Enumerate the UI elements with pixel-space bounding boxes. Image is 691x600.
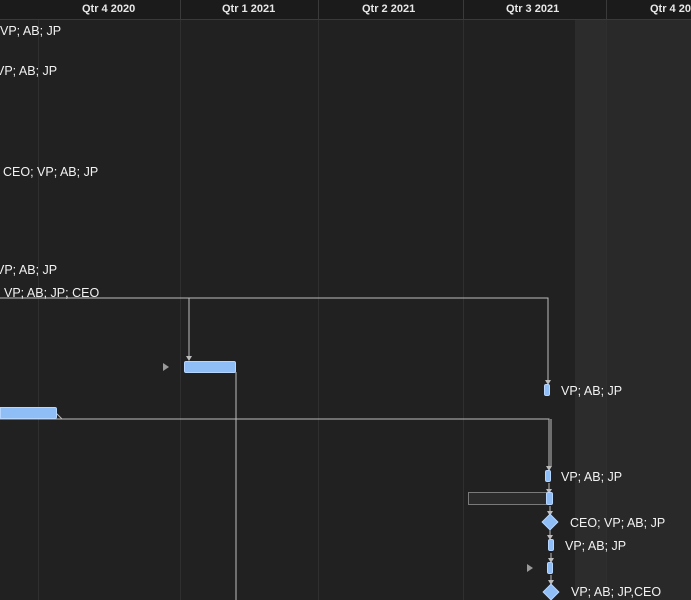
- future-shade: [606, 19, 691, 600]
- link-arrowhead: [547, 511, 553, 516]
- resource-label: VP; AB; JP: [0, 24, 62, 38]
- gridline: [180, 19, 181, 600]
- quarter-label: Qtr 3 2021: [506, 3, 560, 15]
- dependency-link: [55, 412, 63, 420]
- resource-label: VP; AB; JP; CEO: [4, 286, 100, 300]
- quarter-divider: [318, 0, 319, 19]
- link-arrowhead: [547, 535, 553, 540]
- quarter-divider: [180, 0, 181, 19]
- dependency-link: [0, 418, 550, 466]
- task-bar[interactable]: [547, 562, 553, 574]
- link-arrowhead: [186, 356, 192, 361]
- link-arrowhead: [546, 489, 552, 494]
- task-bar[interactable]: [545, 470, 551, 482]
- task-bar[interactable]: [0, 407, 57, 419]
- link-arrowhead: [548, 558, 554, 563]
- quarter-label: Qtr 2 2021: [362, 3, 416, 15]
- quarter-label: Qtr 4 2021: [650, 3, 691, 15]
- timeline-header: Qtr 4 2020 Qtr 1 2021 Qtr 2 2021 Qtr 3 2…: [0, 0, 691, 20]
- task-bar[interactable]: [544, 384, 550, 396]
- resource-label: VP; AB; JP: [561, 470, 623, 484]
- link-arrowhead: [545, 380, 551, 385]
- resource-label: CEO; VP; AB; JP: [3, 165, 99, 179]
- link-arrowhead: [546, 466, 552, 471]
- resource-label: VP; AB; JP: [561, 384, 623, 398]
- summary-bar[interactable]: [468, 492, 547, 505]
- quarter-divider: [606, 0, 607, 19]
- resource-label: VP; AB; JP: [0, 263, 58, 277]
- expand-arrow-icon[interactable]: [527, 564, 533, 572]
- task-bar[interactable]: [184, 361, 236, 373]
- quarter-divider: [463, 0, 464, 19]
- resource-label: VP; AB; JP,CEO: [571, 585, 662, 599]
- resource-label: VP; AB; JP: [565, 539, 627, 553]
- nonworking-shade: [575, 19, 606, 600]
- resource-label: VP; AB; JP: [0, 64, 58, 78]
- task-bar[interactable]: [548, 539, 554, 551]
- dependency-link: [0, 297, 549, 380]
- quarter-label: Qtr 4 2020: [82, 3, 136, 15]
- gridline: [606, 19, 607, 600]
- task-bar[interactable]: [546, 492, 553, 505]
- resource-label: CEO; VP; AB; JP: [570, 516, 666, 530]
- gridline: [38, 19, 39, 600]
- gridline: [318, 19, 319, 600]
- gridline: [463, 19, 464, 600]
- quarter-label: Qtr 1 2021: [222, 3, 276, 15]
- link-arrowhead: [548, 580, 554, 585]
- expand-arrow-icon[interactable]: [163, 363, 169, 371]
